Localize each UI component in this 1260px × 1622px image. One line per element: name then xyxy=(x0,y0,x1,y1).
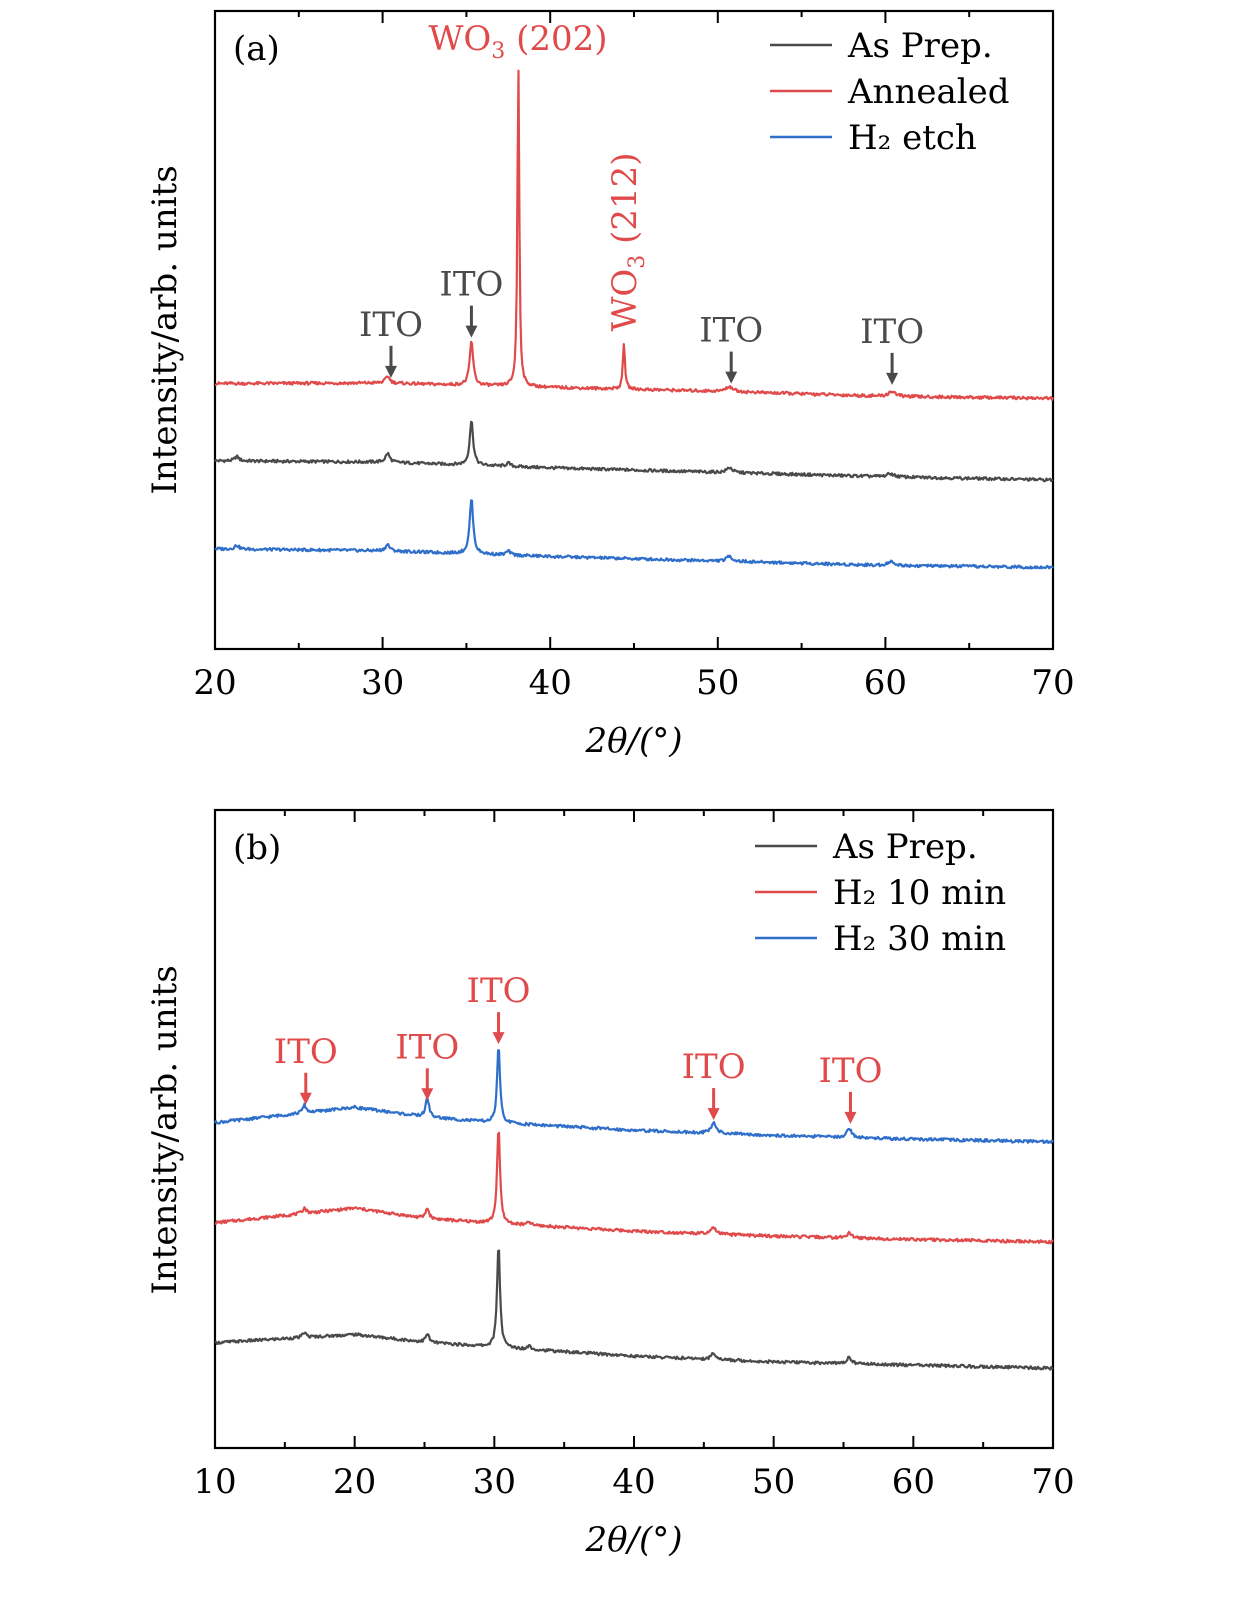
annotation-label: ITO xyxy=(359,305,423,345)
panel-b-label: (b) xyxy=(233,828,281,868)
annotation-arrow-head xyxy=(707,1108,720,1121)
x-tick-label: 30 xyxy=(473,1462,516,1502)
x-tick-label: 20 xyxy=(193,663,236,703)
panel-a-chart: 20 30 40 50 60 70 ITO ITO ITO ITO (a) 2θ/(°) Int… xyxy=(145,9,1075,761)
annotation-arrow-head xyxy=(844,1111,857,1124)
legend-a-label-3: H₂ etch xyxy=(848,118,977,158)
panel-b-series xyxy=(213,1049,1054,1371)
panel-b-legend: As Prep. H₂ 10 min H₂ 30 min xyxy=(755,827,1006,959)
panel-a-legend: As Prep. Annealed H₂ etch xyxy=(770,26,1010,158)
annotation-label: ITO xyxy=(818,1051,882,1091)
legend-b-label-3: H₂ 30 min xyxy=(833,919,1006,959)
x-tick-label: 40 xyxy=(529,663,572,703)
annotation-arrow-head xyxy=(492,1032,505,1045)
x-tick-label: 30 xyxy=(361,663,404,703)
annotation-label: ITO xyxy=(274,1032,338,1072)
panel-a-annotations: ITO ITO ITO ITO xyxy=(359,265,924,385)
annotation-label: ITO xyxy=(699,311,763,351)
x-tick-label: 60 xyxy=(864,663,907,703)
panel-a-x-ticks: 20 30 40 50 60 70 xyxy=(193,11,1075,703)
x-tick-label: 40 xyxy=(612,1462,655,1502)
panel-b-y-axis-label: Intensity/arb. units xyxy=(145,965,185,1294)
x-tick-label: 50 xyxy=(696,663,739,703)
annotation-label: ITO xyxy=(682,1047,746,1087)
legend-a-label-1: As Prep. xyxy=(847,26,993,66)
series-line-2 xyxy=(214,69,1055,401)
x-tick-label: 60 xyxy=(892,1462,935,1502)
x-tick-label: 20 xyxy=(333,1462,376,1502)
series-line-2 xyxy=(214,1131,1054,1245)
annotation-arrow-head xyxy=(725,371,738,384)
x-tick-label: 70 xyxy=(1031,663,1074,703)
annotation-label: ITO xyxy=(467,971,531,1011)
annotation-arrow-head xyxy=(886,372,899,385)
legend-b-label-1: As Prep. xyxy=(832,827,978,867)
wo3-212-label: WO3 (212) xyxy=(605,152,650,331)
annotation-label: ITO xyxy=(395,1027,459,1067)
annotation-arrow-head xyxy=(421,1088,434,1101)
x-tick-label: 10 xyxy=(193,1462,236,1502)
annotation-arrow-head xyxy=(465,325,478,338)
annotation-arrow-head xyxy=(384,365,397,378)
panel-a-series xyxy=(214,69,1055,570)
series-line-3 xyxy=(214,499,1054,570)
annotation-arrow-head xyxy=(299,1092,312,1105)
panel-b-x-ticks: 10 20 30 40 50 60 70 xyxy=(193,810,1075,1502)
series-line-1 xyxy=(214,420,1054,483)
series-line-1 xyxy=(214,1249,1054,1371)
annotation-label: ITO xyxy=(860,312,924,352)
panel-b-x-axis-label: 2θ/(°) xyxy=(584,1520,682,1560)
legend-b-label-2: H₂ 10 min xyxy=(833,873,1006,913)
panel-a-label: (a) xyxy=(233,29,280,69)
annotation-label: ITO xyxy=(439,265,503,305)
series-line-3 xyxy=(213,1049,1054,1145)
x-tick-label: 50 xyxy=(752,1462,795,1502)
panel-a-y-axis-label: Intensity/arb. units xyxy=(145,165,185,494)
panel-a-x-axis-label: 2θ/(°) xyxy=(584,721,682,761)
legend-a-label-2: Annealed xyxy=(847,72,1010,112)
wo3-202-label: WO3 (202) xyxy=(428,19,607,64)
x-tick-label: 70 xyxy=(1031,1462,1074,1502)
